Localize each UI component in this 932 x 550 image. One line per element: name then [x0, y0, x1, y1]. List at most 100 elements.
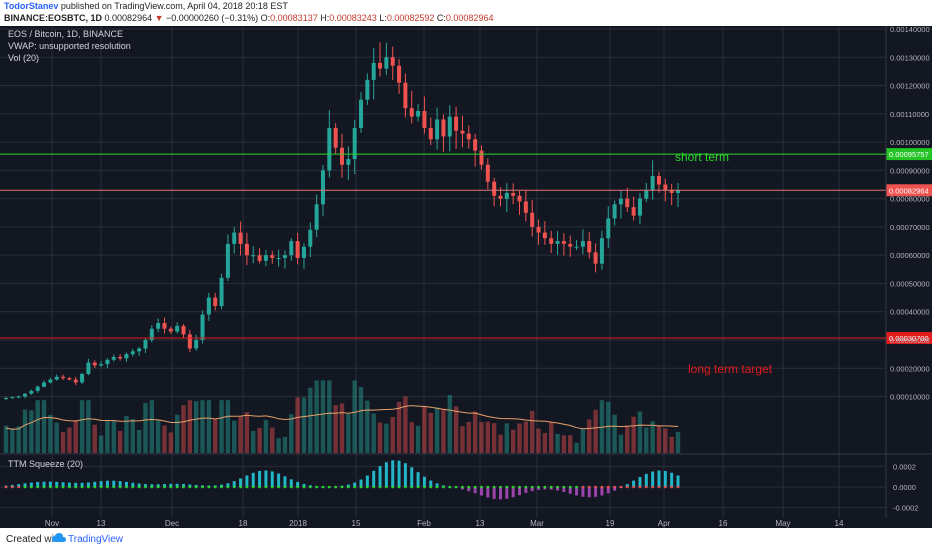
squeeze-bar: [112, 480, 116, 487]
squeeze-dot: [106, 485, 109, 489]
candle-body: [561, 241, 566, 244]
candle-body: [454, 116, 459, 131]
squeeze-dot: [524, 485, 528, 489]
candle-body: [42, 382, 47, 387]
candle-body: [105, 359, 110, 365]
candle-body: [181, 325, 186, 335]
volume-bar: [587, 419, 592, 453]
squeeze-bar: [562, 487, 566, 492]
squeeze-dot: [600, 485, 604, 489]
candle-body: [485, 164, 490, 182]
squeeze-dot: [264, 485, 268, 489]
time-axis[interactable]: Nov 13 Dec 18 2018 15 Feb 13 Mar 19 Apr 16 May 14: [0, 518, 932, 528]
candle-body: [111, 356, 116, 360]
squeeze-axis[interactable]: 0.0002 0.0000 -0.0002: [893, 462, 918, 512]
time-tick-label: Dec: [165, 519, 179, 528]
squeeze-bar: [556, 487, 560, 491]
volume-bar: [549, 422, 554, 453]
candle-body: [289, 241, 294, 256]
squeeze-bar: [258, 470, 262, 487]
squeeze-dot: [353, 485, 356, 489]
squeeze-dot: [619, 485, 623, 489]
candle-body: [676, 190, 680, 193]
volume-bar: [485, 421, 491, 453]
squeeze-bar: [511, 487, 515, 498]
candle-body: [219, 277, 224, 307]
squeeze-dot: [99, 485, 103, 489]
author-link[interactable]: TodorStanev: [4, 1, 59, 11]
horizontal-levels[interactable]: 0.00095757 0.00082964 0.00030700: [0, 148, 932, 345]
price-axis[interactable]: 0.00140000 0.00130000 0.00120000 0.00110000…: [890, 26, 930, 402]
volume-bar: [339, 403, 345, 453]
candle-body: [542, 232, 547, 239]
volume-bar: [625, 425, 630, 453]
candle-body: [587, 241, 592, 253]
squeeze-bar: [137, 483, 141, 487]
squeeze-dot: [137, 485, 141, 489]
candle-body: [473, 139, 478, 151]
squeeze-bar: [156, 484, 160, 487]
squeeze-dot: [454, 485, 458, 489]
volume-bar: [612, 414, 617, 453]
volume-bar: [251, 430, 256, 453]
candle-body: [187, 334, 192, 349]
long-term-level-tag: [886, 332, 932, 345]
squeeze-dot: [632, 485, 635, 489]
close-label: C:: [436, 13, 446, 23]
squeeze-bar: [486, 487, 490, 498]
candle-body: [16, 396, 21, 398]
candle-body: [390, 57, 395, 66]
candle-body: [137, 348, 142, 352]
volume-bar: [136, 429, 142, 453]
squeeze-dot: [562, 485, 566, 489]
candle-body: [340, 147, 344, 165]
volume-bar: [409, 422, 414, 453]
squeeze-bar: [676, 475, 680, 487]
time-tick-label: 14: [835, 519, 844, 528]
squeeze-dot: [87, 485, 90, 489]
candle-body: [270, 255, 275, 259]
squeeze-bar: [606, 487, 610, 494]
indicator-title: TTM Squeeze (20): [8, 459, 83, 469]
candle-body: [333, 127, 338, 148]
volume-bar: [308, 387, 313, 453]
volume-bar: [460, 426, 465, 453]
squeeze-bar: [359, 479, 363, 487]
squeeze-bar: [492, 487, 496, 499]
candle-body: [86, 362, 91, 374]
price-tick-label: 0.00030000: [890, 336, 930, 345]
volume-bar: [542, 433, 548, 453]
candle-body: [124, 354, 129, 359]
squeeze-bar: [302, 483, 306, 487]
squeeze-dot: [556, 485, 559, 489]
ttm-squeeze-histogram: [4, 460, 680, 500]
squeeze-bar: [245, 475, 249, 487]
candle-body: [428, 127, 433, 140]
candle-body: [536, 226, 541, 233]
squeeze-bar: [422, 476, 426, 487]
squeeze-dot: [429, 485, 433, 489]
squeeze-bar: [270, 471, 274, 487]
squeeze-dot: [442, 485, 445, 489]
squeeze-bar: [518, 487, 522, 496]
squeeze-dot: [156, 485, 160, 489]
candle-body: [447, 116, 452, 137]
price-tick-label: 0.00140000: [890, 26, 930, 34]
candle-body: [618, 198, 623, 205]
time-tick-label: Apr: [658, 519, 671, 528]
candle-body: [320, 170, 325, 205]
candle-body: [61, 376, 66, 379]
volume-bar: [675, 431, 681, 453]
squeeze-bar: [429, 480, 433, 487]
price-chart[interactable]: 0.00095757 0.00082964 0.00030700 EOS / Bit…: [0, 26, 932, 528]
squeeze-dot: [391, 485, 395, 489]
squeeze-bar: [410, 467, 414, 487]
volume-bar: [333, 405, 338, 453]
volume-bar: [206, 400, 212, 453]
squeeze-bar: [524, 487, 528, 494]
candle-body: [656, 176, 661, 185]
squeeze-bar: [473, 487, 477, 494]
tradingview-brand[interactable]: TradingView: [68, 534, 124, 545]
created-with-text: Created with: [6, 534, 63, 545]
volume-bar: [276, 438, 281, 453]
